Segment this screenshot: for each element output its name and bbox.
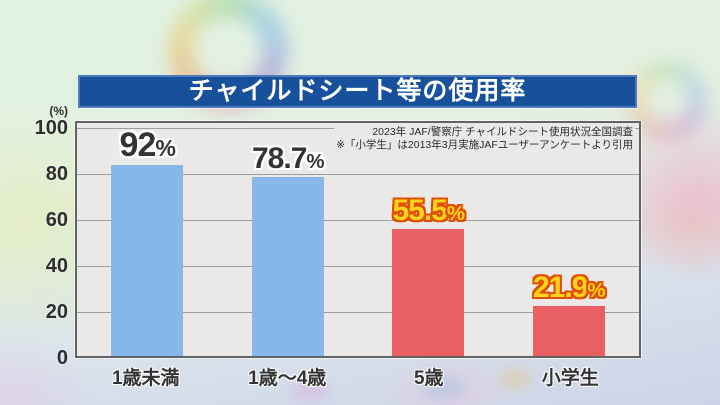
- x-axis-label-age-5: 5歳: [413, 368, 444, 389]
- bar-group-elementary: 21.9%: [499, 128, 640, 356]
- bar-value-label: 78.7%: [251, 141, 325, 175]
- y-axis-tick-60: 60: [45, 209, 68, 231]
- chart-title: チャイルドシート等の使用率: [188, 77, 527, 105]
- bar-group-age-5: 55.5%: [358, 128, 499, 356]
- bar-elementary: [532, 306, 605, 356]
- percent-sign: %: [587, 280, 605, 303]
- x-axis-label-under-1: 1歳未満: [111, 368, 180, 389]
- bar-age-5: [392, 229, 465, 356]
- bar-under-1: [111, 165, 184, 356]
- chart-title-bar: チャイルドシート等の使用率: [78, 75, 637, 108]
- bar-value-label: 92%: [119, 126, 176, 164]
- y-axis-tick-100: 100: [34, 117, 68, 139]
- y-axis-tick-80: 80: [45, 163, 68, 185]
- gridline-40: [77, 266, 639, 267]
- source-note-line2: ※「小学生」は2013年3月実施JAFユーザーアンケートより引用: [336, 139, 633, 151]
- bars-container: 92% 78.7% 55.5% 21.9%: [77, 128, 639, 356]
- gridline-80: [77, 174, 639, 175]
- y-axis-tick-40: 40: [45, 255, 68, 277]
- confetti-blur-decoration: [420, 375, 466, 401]
- bar-group-under-1: 92%: [77, 128, 218, 356]
- x-axis-label-1-to-4: 1歳～4歳: [248, 368, 327, 389]
- bar-value-label: 21.9%: [532, 271, 606, 305]
- bar-value-label: 55.5%: [392, 194, 465, 228]
- percent-sign: %: [306, 150, 324, 173]
- y-axis-tick-20: 20: [45, 301, 68, 323]
- bar-group-1-to-4: 78.7%: [218, 128, 359, 356]
- x-axis-labels: 1歳未満 1歳～4歳 5歳 小学生: [75, 363, 641, 390]
- blurred-ring-decoration: [628, 62, 706, 140]
- gridline-60: [77, 220, 639, 221]
- x-axis-label-elementary: 小学生: [541, 368, 599, 389]
- y-axis-unit-label: (%): [49, 104, 68, 118]
- confetti-blur-decoration: [290, 380, 330, 402]
- plot-area: 2023年 JAF/警察庁 チャイルドシート使用状況全国調査 ※「小学生」は20…: [75, 121, 641, 358]
- percent-sign: %: [155, 135, 176, 161]
- source-note-line1: 2023年 JAF/警察庁 チャイルドシート使用状況全国調査: [372, 126, 633, 138]
- percent-sign: %: [446, 203, 465, 226]
- confetti-blur-decoration: [498, 368, 532, 390]
- gridline-20: [77, 312, 639, 313]
- bar-1-to-4: [251, 176, 324, 356]
- y-axis-tick-0: 0: [56, 347, 68, 369]
- source-note: 2023年 JAF/警察庁 チャイルドシート使用状況全国調査 ※「小学生」は20…: [334, 125, 635, 153]
